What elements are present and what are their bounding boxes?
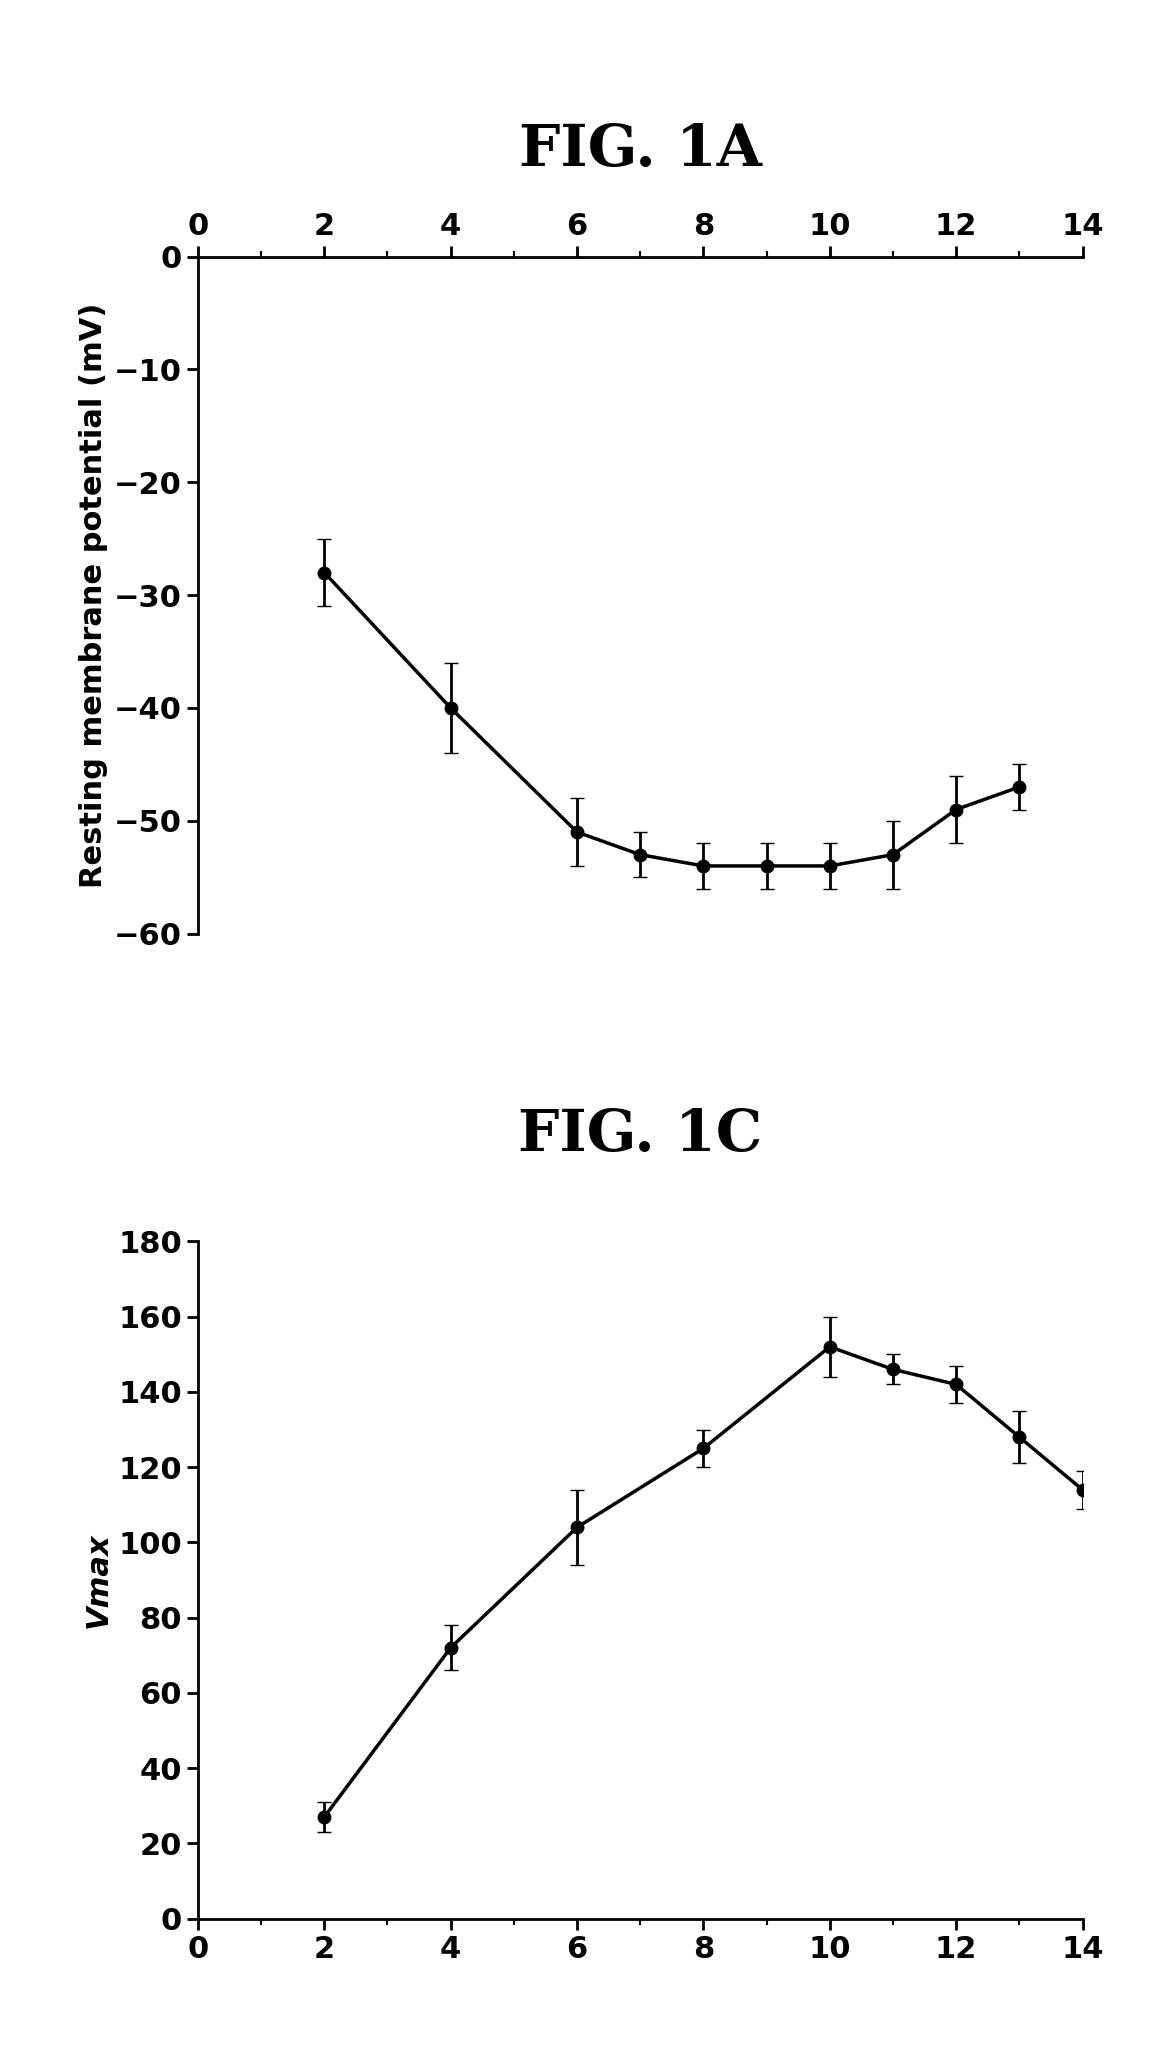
Title: FIG. 1A: FIG. 1A bbox=[519, 123, 761, 179]
Y-axis label: Vmax: Vmax bbox=[84, 1533, 113, 1627]
Y-axis label: Resting membrane potential (mV): Resting membrane potential (mV) bbox=[79, 302, 108, 889]
Title: FIG. 1C: FIG. 1C bbox=[518, 1108, 762, 1163]
